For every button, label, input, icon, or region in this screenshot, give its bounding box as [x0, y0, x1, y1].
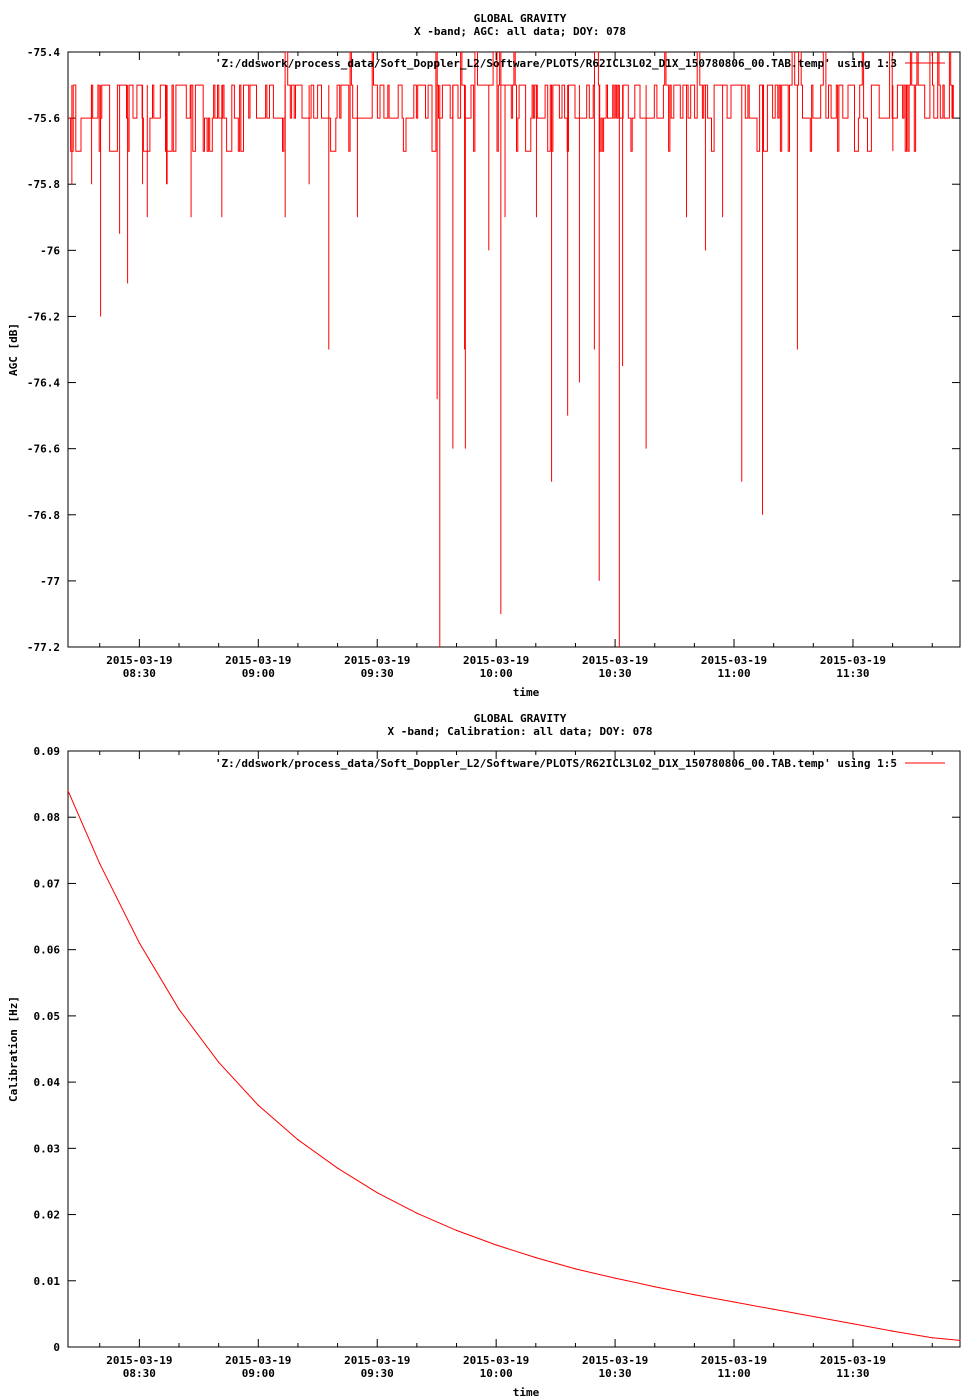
plot-frame [67, 51, 961, 648]
calibration-data-point [959, 1339, 961, 1341]
calibration-data-point [654, 1286, 656, 1288]
x-tick-time-label: 11:00 [717, 1367, 750, 1380]
calibration-data-point [336, 1167, 339, 1169]
x-tick-time-label: 09:00 [242, 1367, 275, 1380]
calibration-data-point [138, 942, 140, 944]
x-tick-time-label: 10:30 [599, 667, 632, 680]
x-tick-date-label: 2015-03-19 [463, 654, 529, 667]
x-tick-date-label: 2015-03-19 [701, 654, 767, 667]
calibration-data-point [852, 1323, 854, 1325]
y-tick-label: 0 [53, 1341, 60, 1354]
x-tick-time-label: 09:30 [361, 1367, 394, 1380]
y-tick-label: -75.6 [27, 112, 60, 125]
y-tick-label: -75.8 [27, 178, 60, 191]
y-tick-label: -76.6 [27, 443, 60, 456]
x-tick-time-label: 11:00 [717, 667, 750, 680]
x-tick-time-label: 10:30 [599, 1367, 632, 1380]
legend-entry-label: 'Z:/ddswork/process_data/Soft_Doppler_L2… [215, 757, 897, 770]
x-tick-date-label: 2015-03-19 [582, 1354, 648, 1367]
x-tick-date-label: 2015-03-19 [225, 1354, 291, 1367]
calibration-data-point [455, 1229, 458, 1232]
y-tick-label: 0.09 [34, 745, 61, 758]
x-tick-time-label: 09:30 [361, 667, 394, 680]
y-tick-label: 0.05 [34, 1010, 61, 1023]
y-tick-label: -76.8 [27, 509, 60, 522]
calibration-data-point [733, 1301, 735, 1303]
agc-series-line [68, 52, 954, 152]
y-tick-label: -77 [40, 575, 60, 588]
y-tick-label: 0.02 [34, 1209, 61, 1222]
y-tick-label: 0.08 [34, 811, 61, 824]
x-tick-date-label: 2015-03-19 [344, 654, 410, 667]
calibration-data-point [67, 790, 69, 792]
calibration-series-line [68, 790, 960, 1341]
calibration-data-point [773, 1308, 775, 1310]
x-tick-date-label: 2015-03-19 [582, 654, 648, 667]
calibration-data-point [297, 1139, 299, 1141]
y-tick-label: 0.01 [34, 1275, 61, 1288]
y-tick-label: -76 [40, 244, 60, 257]
calibration-data-point [931, 1337, 933, 1339]
calibration-data-point [218, 1061, 220, 1063]
x-tick-date-label: 2015-03-19 [463, 1354, 529, 1367]
x-tick-time-label: 08:30 [123, 667, 156, 680]
calibration-data-point [416, 1212, 418, 1214]
x-tick-date-label: 2015-03-19 [820, 1354, 886, 1367]
calibration-data-point [812, 1315, 814, 1318]
calibration-data-point [257, 1104, 259, 1106]
calibration-data-point [495, 1244, 497, 1246]
calibration-data-point [614, 1277, 616, 1279]
calibration-data-point [693, 1294, 695, 1296]
x-tick-time-label: 11:30 [836, 1367, 869, 1380]
x-tick-date-label: 2015-03-19 [344, 1354, 410, 1367]
legend-entry-label: 'Z:/ddswork/process_data/Soft_Doppler_L2… [215, 57, 897, 70]
y-tick-label: 0.06 [34, 944, 61, 957]
y-tick-label: -77.2 [27, 641, 60, 654]
x-tick-date-label: 2015-03-19 [106, 1354, 172, 1367]
x-tick-date-label: 2015-03-19 [701, 1354, 767, 1367]
x-tick-time-label: 11:30 [836, 667, 869, 680]
x-tick-time-label: 09:00 [242, 667, 275, 680]
calibration-data-point [892, 1330, 894, 1332]
x-tick-time-label: 10:00 [480, 1367, 513, 1380]
calibration-data-point [376, 1192, 378, 1194]
calibration-data-point [574, 1268, 577, 1270]
x-axis-label: time [513, 686, 540, 699]
y-tick-label: -76.4 [27, 377, 60, 390]
calibration-data-point [178, 1008, 180, 1010]
x-axis-label: time [513, 1386, 540, 1399]
plot-frame [67, 750, 961, 1348]
chart-subtitle: X -band; Calibration: all data; DOY: 078 [388, 725, 653, 738]
y-tick-label: -76.2 [27, 310, 60, 323]
chart-title: GLOBAL GRAVITY [474, 12, 567, 25]
y-tick-label: 0.07 [34, 877, 61, 890]
y-tick-label: -75.4 [27, 46, 60, 59]
x-tick-time-label: 10:00 [480, 667, 513, 680]
y-tick-label: 0.04 [34, 1076, 61, 1089]
calibration-data-point [99, 862, 101, 865]
x-tick-time-label: 08:30 [123, 1367, 156, 1380]
y-tick-label: 0.03 [34, 1142, 61, 1155]
chart-title: GLOBAL GRAVITY [474, 712, 567, 725]
calibration-data-point [535, 1257, 537, 1259]
y-axis-label: Calibration [Hz] [7, 996, 20, 1102]
x-tick-date-label: 2015-03-19 [106, 654, 172, 667]
x-tick-date-label: 2015-03-19 [820, 654, 886, 667]
x-tick-date-label: 2015-03-19 [225, 654, 291, 667]
chart-subtitle: X -band; AGC: all data; DOY: 078 [414, 25, 626, 38]
y-axis-label: AGC [dB] [7, 323, 20, 376]
